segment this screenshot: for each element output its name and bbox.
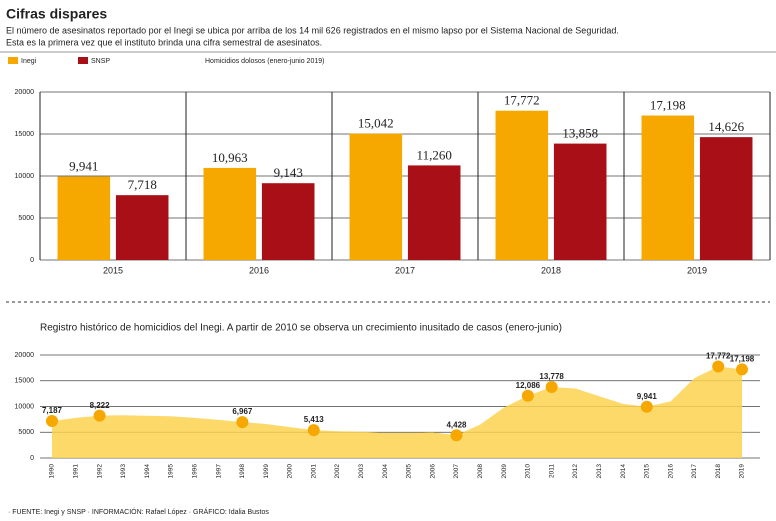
- x-tick-label: 2014: [620, 464, 627, 479]
- bar: [115, 195, 169, 260]
- x-tick-label: 1999: [263, 464, 270, 479]
- value-label: 13,858: [562, 126, 598, 141]
- data-point: [521, 389, 534, 402]
- y-tick-label: 0: [30, 257, 34, 264]
- y-tick-label: 15000: [15, 378, 35, 385]
- y-tick-label: 5000: [18, 215, 34, 222]
- legend-swatch: [8, 57, 18, 64]
- x-tick-label: 2012: [572, 464, 579, 479]
- subtitle: Esta es la primera vez que el instituto …: [6, 37, 322, 47]
- x-tick-label: 2016: [249, 265, 269, 275]
- value-label: 17,772: [706, 352, 731, 361]
- value-label: 5,413: [304, 415, 325, 424]
- value-label: 12,086: [516, 381, 541, 390]
- y-tick-label: 0: [30, 455, 34, 462]
- data-point: [545, 381, 558, 394]
- x-tick-label: 2011: [548, 464, 555, 478]
- x-tick-label: 2016: [667, 464, 674, 479]
- x-tick-label: 2018: [715, 464, 722, 479]
- legend-label: SNSP: [91, 58, 110, 65]
- data-point: [236, 416, 249, 429]
- value-label: 17,772: [504, 93, 540, 108]
- x-tick-label: 1993: [120, 464, 127, 479]
- x-tick-label: 2007: [453, 464, 460, 479]
- value-label: 6,967: [232, 407, 253, 416]
- x-tick-label: 2017: [395, 265, 415, 275]
- x-tick-label: 1992: [96, 464, 103, 479]
- y-tick-label: 15000: [15, 131, 35, 138]
- x-tick-label: 2003: [358, 464, 365, 479]
- x-tick-label: 1997: [215, 464, 222, 479]
- bar: [261, 183, 315, 260]
- bar: [407, 165, 461, 260]
- x-tick-label: 1991: [73, 464, 80, 479]
- value-label: 15,042: [358, 116, 394, 131]
- value-label: 17,198: [730, 355, 755, 364]
- legend-swatch: [78, 57, 88, 64]
- value-label: 9,143: [274, 165, 303, 180]
- x-tick-label: 2005: [406, 464, 413, 479]
- area: [52, 366, 742, 458]
- title: Cifras dispares: [6, 6, 107, 22]
- x-tick-label: 2018: [541, 265, 561, 275]
- x-tick-label: 2013: [596, 464, 603, 479]
- bar: [641, 115, 695, 260]
- bar: [699, 137, 753, 260]
- x-tick-label: 2001: [310, 464, 317, 479]
- x-tick-label: 2019: [739, 464, 746, 479]
- subtitle: El número de asesinatos reportado por el…: [6, 25, 619, 35]
- value-label: 4,428: [446, 420, 467, 429]
- bar: [349, 133, 403, 260]
- bar: [57, 176, 111, 260]
- value-label: 9,941: [637, 392, 658, 401]
- y-tick-label: 10000: [15, 403, 35, 410]
- chart-title: Registro histórico de homicidios del Ine…: [40, 323, 562, 334]
- value-label: 7,187: [42, 406, 63, 415]
- data-point: [640, 400, 653, 413]
- value-label: 14,626: [708, 119, 744, 134]
- y-tick-label: 20000: [15, 352, 35, 359]
- data-point: [712, 360, 725, 373]
- x-tick-label: 2004: [382, 464, 389, 479]
- value-label: 7,718: [128, 177, 157, 192]
- x-tick-label: 2002: [334, 464, 341, 479]
- x-tick-label: 1996: [191, 464, 198, 479]
- bar: [495, 110, 549, 260]
- value-label: 11,260: [417, 147, 452, 162]
- value-label: 10,963: [212, 150, 248, 165]
- data-point: [46, 414, 58, 427]
- x-tick-label: 1990: [49, 464, 56, 479]
- x-tick-label: 2000: [287, 464, 294, 479]
- x-tick-label: 2009: [501, 464, 508, 479]
- value-label: 17,198: [650, 98, 686, 113]
- footer: · FUENTE: Inegi y SNSP · INFORMACIÓN: Ra…: [8, 507, 269, 516]
- x-tick-label: 1994: [144, 464, 151, 479]
- legend-label: Inegi: [21, 58, 37, 65]
- x-tick-label: 2015: [103, 265, 123, 275]
- data-point: [93, 409, 106, 422]
- legend-note: Homicidios dolosos (enero-junio 2019): [205, 58, 324, 65]
- x-tick-label: 2015: [644, 464, 651, 479]
- value-label: 13,778: [539, 372, 564, 381]
- x-tick-label: 2017: [691, 464, 698, 479]
- x-tick-label: 2019: [687, 265, 707, 275]
- y-tick-label: 5000: [18, 429, 34, 436]
- x-tick-label: 2006: [429, 464, 436, 479]
- bar: [553, 143, 607, 260]
- value-label: 9,941: [69, 158, 98, 173]
- data-point: [736, 363, 748, 376]
- y-tick-label: 10000: [15, 173, 35, 180]
- bar: [203, 167, 257, 260]
- x-tick-label: 1995: [168, 464, 175, 479]
- x-tick-label: 2010: [525, 464, 532, 479]
- data-point: [450, 429, 463, 442]
- data-point: [307, 424, 320, 437]
- x-tick-label: 1998: [239, 464, 246, 479]
- value-label: 8,222: [90, 401, 111, 410]
- x-tick-label: 2008: [477, 464, 484, 479]
- y-tick-label: 20000: [15, 89, 35, 96]
